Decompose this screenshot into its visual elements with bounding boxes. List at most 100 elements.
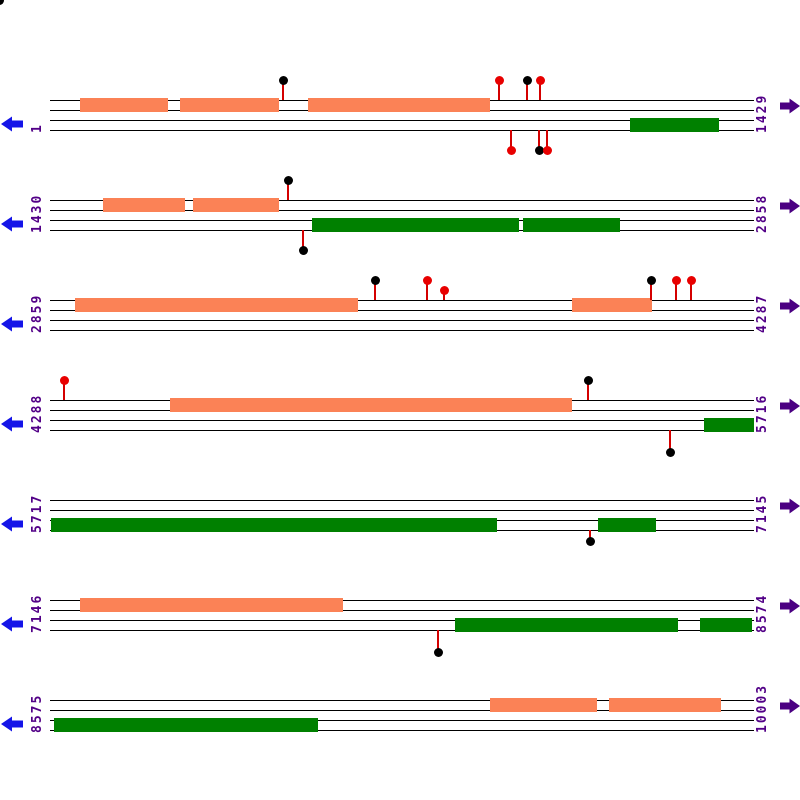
forward-orf-bar [75,298,358,312]
forward-orf-bar [80,98,168,112]
site-marker-dot [536,76,545,85]
forward-orf-bar [572,298,652,312]
right-arrow-icon [780,298,800,314]
site-marker-stem [510,130,512,147]
reverse-orf-bar [312,218,519,232]
site-marker-stem [63,383,65,400]
left-arrow-icon [1,116,23,132]
site-marker-dot [586,537,595,546]
strand-line [50,210,754,211]
site-marker-stem [589,530,591,538]
site-marker-stem [498,83,500,100]
site-marker-stem [587,383,589,400]
site-marker-stem [374,283,376,300]
reverse-orf-bar [51,518,497,532]
site-marker-stem [539,83,541,100]
site-marker-stem [669,430,671,449]
reverse-orf-bar [455,618,678,632]
site-marker-stem [546,130,548,147]
strand-line [50,700,754,701]
right-arrow-icon [780,598,800,614]
site-marker-stem [538,130,540,147]
reverse-orf-bar [700,618,752,632]
strand-line [50,620,754,621]
reverse-orf-bar [54,718,318,732]
site-marker-dot [284,176,293,185]
row-end-coordinate: 4287 [755,293,770,333]
reverse-orf-bar [598,518,656,532]
site-marker-dot [507,146,516,155]
site-marker-dot [523,76,532,85]
strand-line [50,510,754,511]
right-arrow-icon [780,398,800,414]
site-marker-stem [675,283,677,300]
site-marker-dot [543,146,552,155]
site-marker-stem [287,183,289,200]
row-end-coordinate: 7145 [755,493,770,533]
site-marker-dot [666,448,675,457]
left-arrow-icon [1,216,23,232]
left-arrow-icon [1,616,23,632]
strand-line [50,130,754,131]
strand-line [50,610,754,611]
clipped-corner-marker-dot [0,0,4,5]
row-end-coordinate: 2858 [755,193,770,233]
site-marker-stem [426,283,428,300]
right-arrow-icon [780,198,800,214]
site-marker-dot [584,376,593,385]
site-marker-stem [282,83,284,100]
strand-line [50,430,754,431]
row-end-coordinate: 10003 [755,683,770,733]
row-start-coordinate: 2859 [30,293,45,333]
site-marker-stem [690,283,692,300]
strand-line [50,320,754,321]
strand-line [50,500,754,501]
site-marker-dot [371,276,380,285]
row-start-coordinate: 1430 [30,193,45,233]
site-marker-dot [535,146,544,155]
left-arrow-icon [1,516,23,532]
left-arrow-icon [1,316,23,332]
strand-line [50,710,754,711]
reverse-orf-bar [704,418,754,432]
site-marker-dot [440,286,449,295]
reverse-orf-bar [523,218,620,232]
site-marker-dot [495,76,504,85]
site-marker-dot [687,276,696,285]
row-start-coordinate: 7146 [30,593,45,633]
site-marker-dot [423,276,432,285]
row-end-coordinate: 5716 [755,393,770,433]
forward-orf-bar [170,398,572,412]
strand-line [50,120,754,121]
row-start-coordinate: 4288 [30,393,45,433]
site-marker-dot [672,276,681,285]
forward-orf-bar [609,698,721,712]
row-start-coordinate: 5717 [30,493,45,533]
reverse-orf-bar [630,118,719,132]
site-marker-dot [647,276,656,285]
strand-line [50,730,754,731]
strand-line [50,300,754,301]
site-marker-dot [434,648,443,657]
left-arrow-icon [1,416,23,432]
site-marker-dot [279,76,288,85]
forward-orf-bar [103,198,185,212]
site-marker-stem [526,83,528,100]
left-arrow-icon [1,716,23,732]
strand-line [50,630,754,631]
forward-orf-bar [80,598,343,612]
site-marker-stem [650,283,652,300]
forward-orf-bar [180,98,279,112]
forward-orf-bar [308,98,490,112]
site-marker-stem [437,630,439,649]
right-arrow-icon [780,98,800,114]
forward-orf-bar [490,698,597,712]
site-marker-dot [299,246,308,255]
forward-orf-bar [193,198,279,212]
right-arrow-icon [780,498,800,514]
strand-line [50,200,754,201]
strand-line [50,420,754,421]
right-arrow-icon [780,698,800,714]
site-marker-stem [302,230,304,247]
